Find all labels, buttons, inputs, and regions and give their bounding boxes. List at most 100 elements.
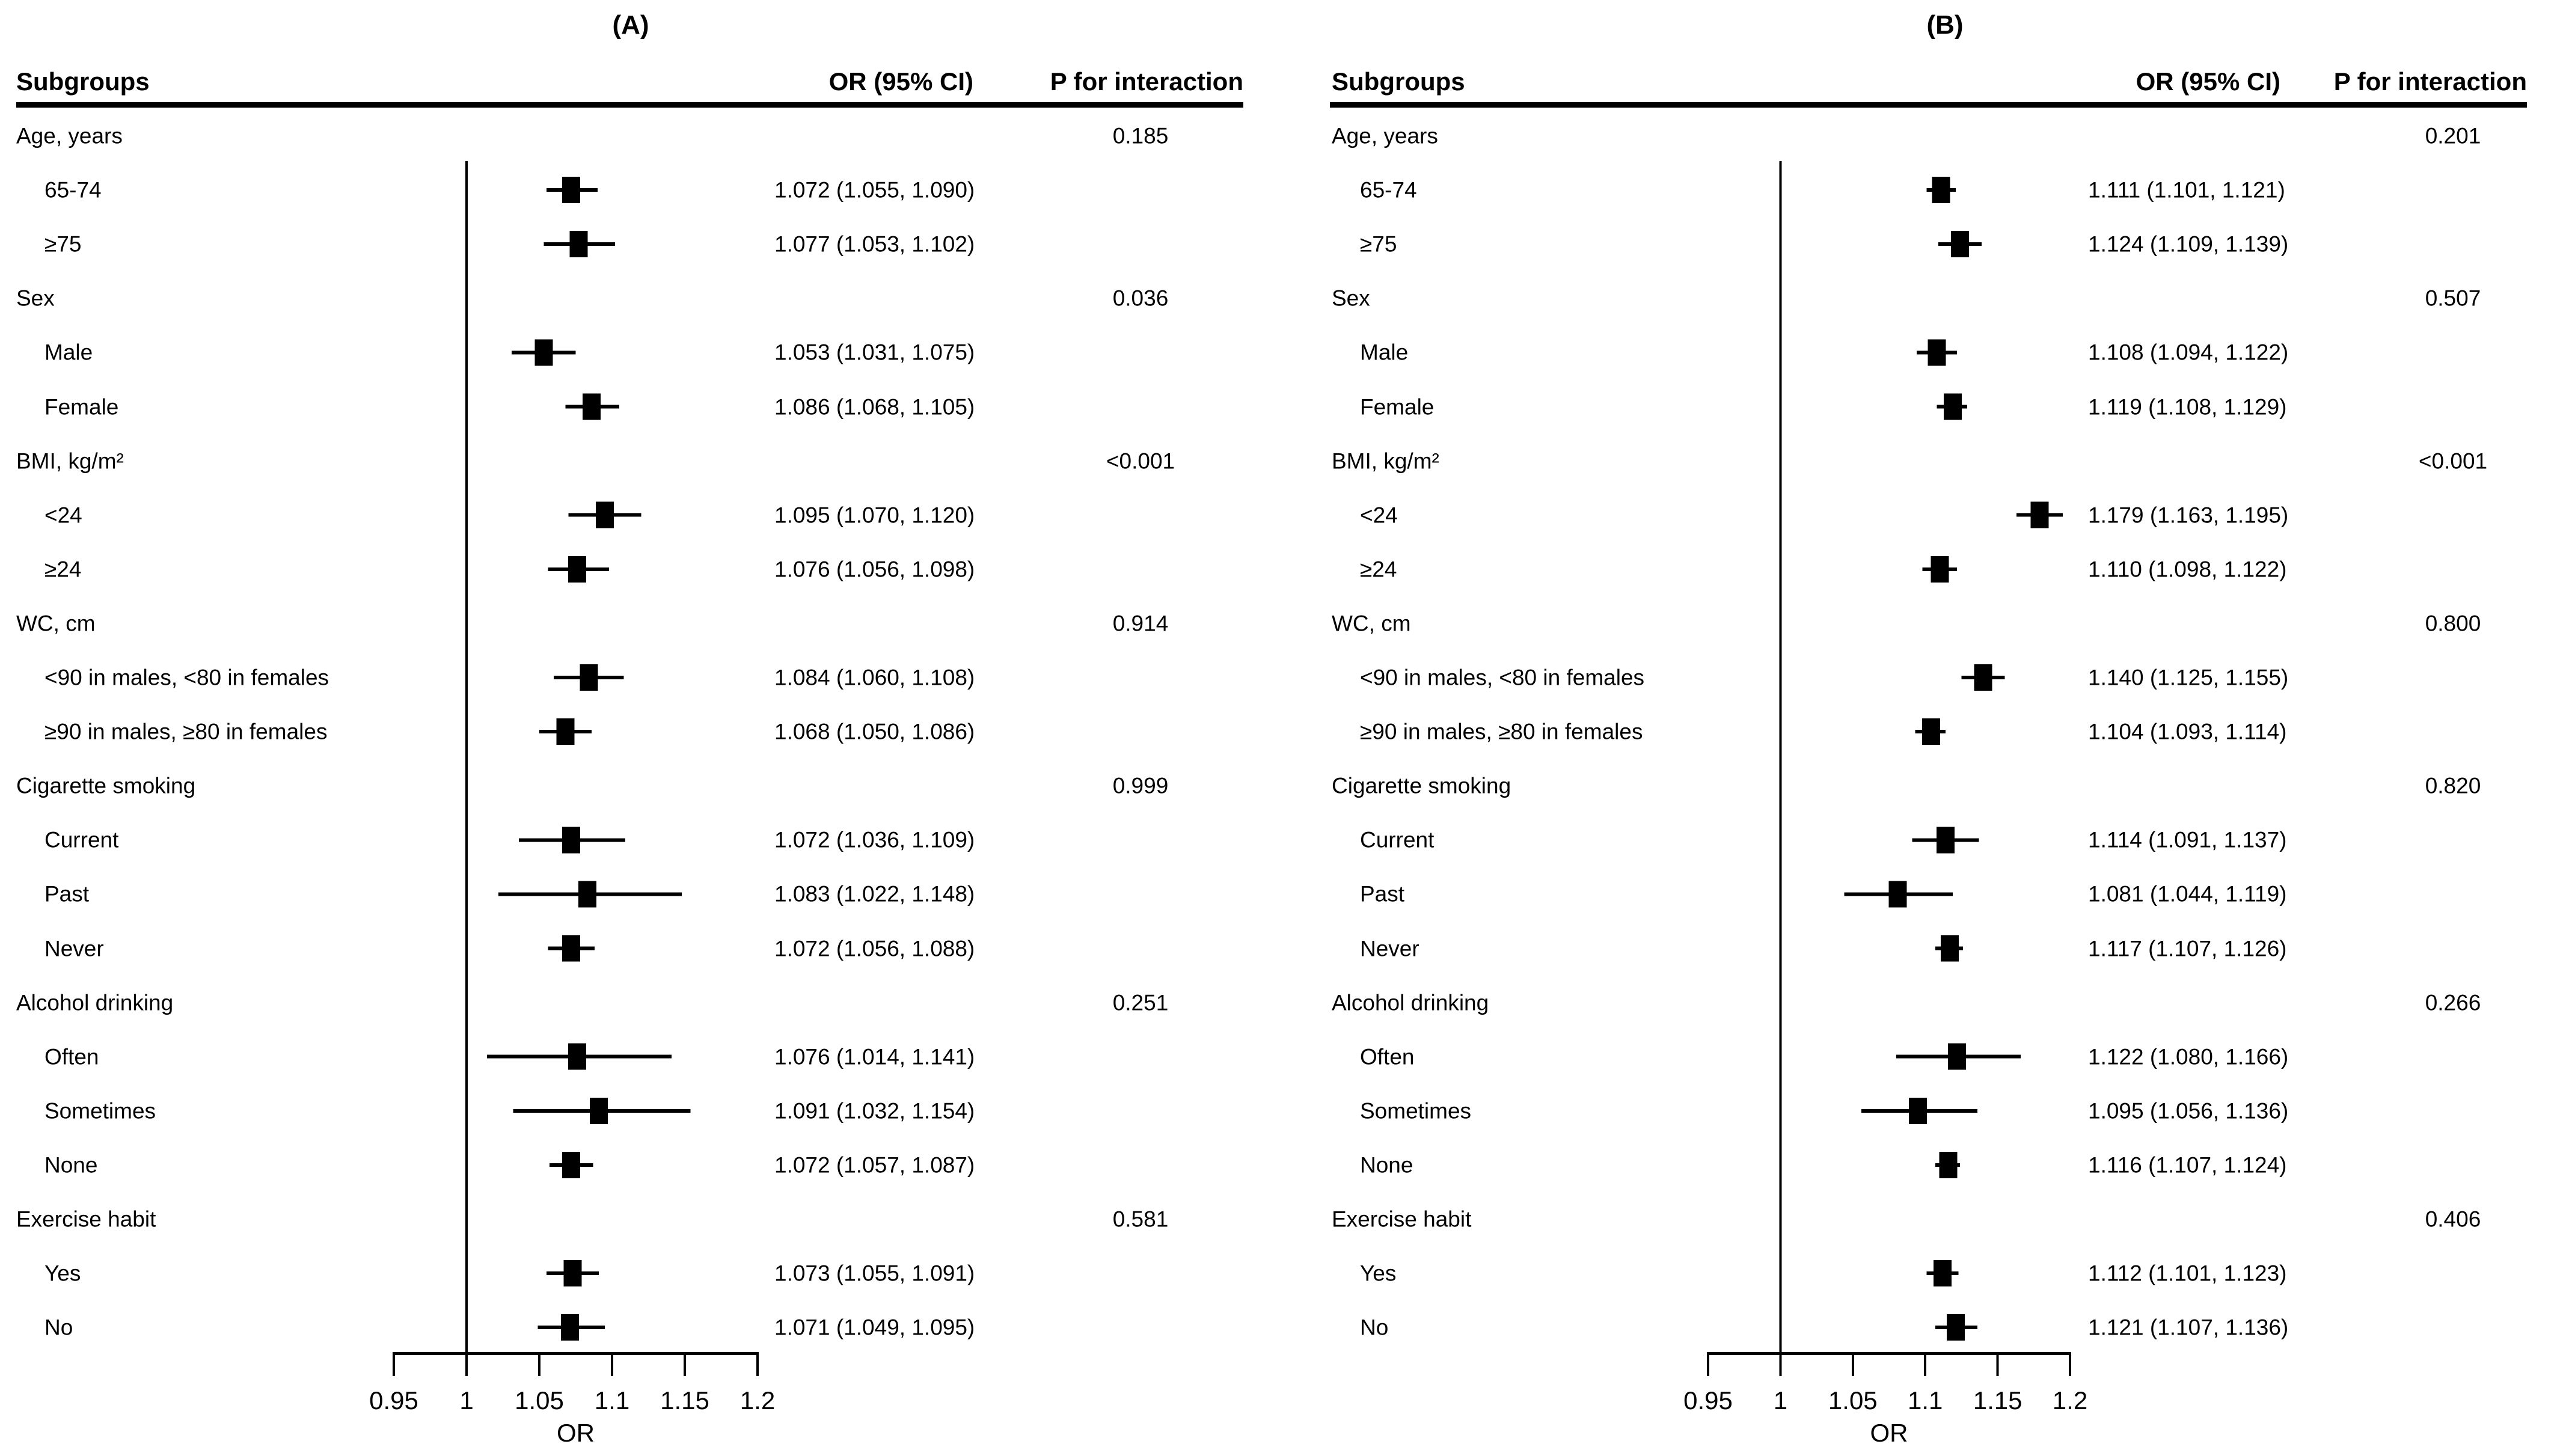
item-label: Male <box>44 340 93 365</box>
item-or-ci-value: 1.076 (1.056, 1.098) <box>774 557 975 582</box>
item-label: ≥24 <box>1360 557 1397 582</box>
item-or-ci-value: 1.104 (1.093, 1.114) <box>2088 719 2287 744</box>
axis-tick <box>1924 1352 1927 1376</box>
group-p-value: 0.201 <box>2425 123 2481 148</box>
panel-title: (A) <box>612 10 649 40</box>
axis-tick-label: 1 <box>1773 1386 1788 1415</box>
column-header-subgroups: Subgroups <box>16 67 150 96</box>
or-marker <box>562 827 581 854</box>
item-label: Never <box>1360 936 1419 961</box>
group-label: WC, cm <box>1332 611 1411 636</box>
item-or-ci-value: 1.077 (1.053, 1.102) <box>774 231 975 257</box>
group-label: Age, years <box>1332 123 1438 148</box>
item-or-ci-value: 1.108 (1.094, 1.122) <box>2088 340 2289 365</box>
item-or-ci-value: 1.081 (1.044, 1.119) <box>2088 881 2287 907</box>
item-label: Female <box>44 394 119 419</box>
panel-title: (B) <box>1926 10 1964 40</box>
item-or-ci-value: 1.122 (1.080, 1.166) <box>2088 1044 2289 1069</box>
axis-line <box>393 1352 759 1355</box>
reference-line <box>465 161 468 1352</box>
or-marker <box>1974 664 1992 691</box>
axis-tick-label: 0.95 <box>369 1386 418 1415</box>
item-label: Current <box>44 827 119 852</box>
group-label: Alcohol drinking <box>16 990 174 1015</box>
or-marker <box>556 718 575 745</box>
axis-tick-label: 1.1 <box>1907 1386 1943 1415</box>
or-marker <box>562 1151 581 1178</box>
column-header-or-ci: OR (95% CI) <box>2136 67 2280 96</box>
item-or-ci-value: 1.073 (1.055, 1.091) <box>774 1261 975 1286</box>
group-label: WC, cm <box>16 611 96 636</box>
item-label: Current <box>1360 827 1435 852</box>
group-label: Sex <box>16 286 55 311</box>
or-marker <box>1948 1043 1967 1070</box>
or-marker <box>1931 555 1949 583</box>
axis-tick-label: 0.95 <box>1683 1386 1733 1415</box>
header-underline <box>1330 102 2527 108</box>
item-label: <24 <box>1360 503 1398 528</box>
axis-tick <box>1779 1352 1782 1376</box>
or-marker <box>1934 1260 1952 1287</box>
axis-tick-label: 1.05 <box>1828 1386 1878 1415</box>
group-p-value: 0.914 <box>1112 611 1169 636</box>
axis-tick <box>1851 1352 1854 1376</box>
axis-tick <box>611 1352 613 1376</box>
axis-tick <box>1996 1352 1999 1376</box>
item-or-ci-value: 1.095 (1.056, 1.136) <box>2088 1098 2289 1124</box>
group-label: Cigarette smoking <box>16 773 196 798</box>
column-header-or-ci: OR (95% CI) <box>828 67 973 96</box>
or-marker <box>1909 1097 1928 1124</box>
group-p-value: <0.001 <box>2418 448 2488 474</box>
item-label: <90 in males, <80 in females <box>1360 665 1645 690</box>
or-marker <box>1946 1314 1965 1341</box>
or-marker <box>1941 935 1959 962</box>
item-or-ci-value: 1.124 (1.109, 1.139) <box>2088 231 2289 257</box>
item-label: 65-74 <box>44 177 102 203</box>
item-or-ci-value: 1.072 (1.056, 1.088) <box>774 936 975 961</box>
item-or-ci-value: 1.111 (1.101, 1.121) <box>2088 177 2285 203</box>
or-marker <box>534 339 553 366</box>
axis-tick-label: 1.1 <box>594 1386 630 1415</box>
axis-tick-label: 1.2 <box>2052 1386 2088 1415</box>
group-p-value: 0.507 <box>2425 286 2481 311</box>
item-or-ci-value: 1.086 (1.068, 1.105) <box>774 394 975 419</box>
axis-line <box>1707 1352 2071 1355</box>
group-p-value: 0.999 <box>1112 773 1169 798</box>
header-underline <box>16 102 1243 108</box>
item-label: Male <box>1360 340 1409 365</box>
item-label: Past <box>1360 881 1405 907</box>
item-or-ci-value: 1.071 (1.049, 1.095) <box>774 1315 975 1340</box>
item-label: No <box>44 1315 73 1340</box>
group-p-value: 0.581 <box>1112 1207 1169 1232</box>
group-label: Age, years <box>16 123 123 148</box>
group-p-value: 0.036 <box>1112 286 1169 311</box>
or-marker <box>580 664 598 691</box>
or-marker <box>568 555 586 583</box>
item-label: Sometimes <box>44 1098 156 1124</box>
item-or-ci-value: 1.119 (1.108, 1.129) <box>2088 394 2287 419</box>
or-marker <box>595 501 614 528</box>
axis-tick-label: 1.15 <box>1973 1386 2022 1415</box>
item-label: ≥90 in males, ≥80 in females <box>1360 719 1643 744</box>
or-marker <box>569 231 588 258</box>
item-or-ci-value: 1.083 (1.022, 1.148) <box>774 881 975 907</box>
item-label: Never <box>44 936 104 961</box>
item-or-ci-value: 1.068 (1.050, 1.086) <box>774 719 975 744</box>
item-label: Past <box>44 881 90 907</box>
group-p-value: 0.820 <box>2425 773 2481 798</box>
item-or-ci-value: 1.112 (1.101, 1.123) <box>2088 1261 2287 1286</box>
axis-tick <box>1707 1352 1709 1376</box>
axis-tick <box>756 1352 759 1376</box>
axis-tick-label: 1.05 <box>515 1386 564 1415</box>
or-marker <box>560 1314 579 1341</box>
or-marker <box>563 1260 582 1287</box>
item-or-ci-value: 1.072 (1.055, 1.090) <box>774 177 975 203</box>
or-marker <box>1928 339 1946 366</box>
group-p-value: 0.185 <box>1112 123 1169 148</box>
or-marker <box>1921 718 1940 745</box>
item-or-ci-value: 1.053 (1.031, 1.075) <box>774 340 975 365</box>
item-label: Often <box>1360 1044 1415 1069</box>
axis-tick-label: 1 <box>459 1386 474 1415</box>
